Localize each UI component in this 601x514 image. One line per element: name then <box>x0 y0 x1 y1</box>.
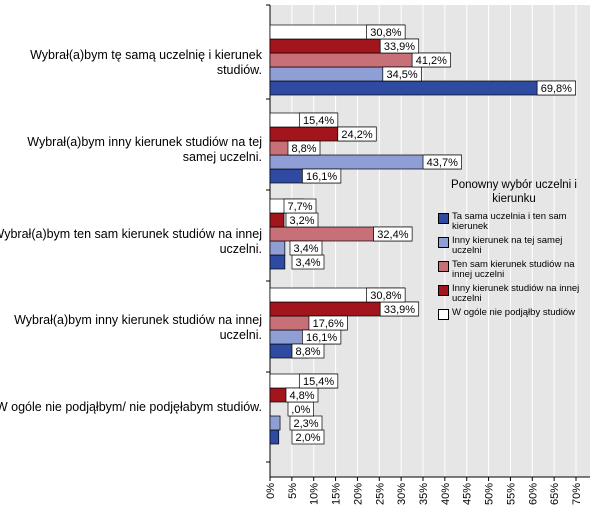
legend-label: Inny kierunek studiów na innej uczelni <box>452 283 580 304</box>
legend-item: Ten sam kierunek studiów na innej uczeln… <box>438 260 590 280</box>
legend-label: Ten sam kierunek studiów na innej uczeln… <box>452 259 575 280</box>
data-label: 30,8% <box>370 27 401 39</box>
data-label-box <box>366 287 406 303</box>
category-label: W ogóle nie podjąłbym/ nie podjęłabym st… <box>0 400 262 414</box>
data-label: 16,1% <box>306 171 337 183</box>
x-tick-label: 0% <box>265 483 277 499</box>
data-label: 17,6% <box>313 318 344 330</box>
data-label: 33,9% <box>384 41 415 53</box>
category-label: Wybrał(a)bym inny kierunek studiów na te… <box>27 135 262 164</box>
bar <box>269 240 286 256</box>
bar <box>269 254 286 270</box>
x-tick-label: 15% <box>331 483 343 505</box>
x-tick-label: 10% <box>309 483 321 505</box>
data-label: 3,2% <box>289 215 314 227</box>
legend-item: W ogóle nie podjąłby studiów <box>438 308 590 320</box>
data-label-box <box>298 112 339 128</box>
legend-label: W ogóle nie podjąłby studiów <box>452 307 576 318</box>
data-label: 15,4% <box>303 115 334 127</box>
data-label: 32,4% <box>377 229 408 241</box>
x-tick-label: 5% <box>287 483 299 499</box>
data-label-box <box>382 66 422 82</box>
data-label: 33,9% <box>384 304 415 316</box>
data-label: 30,8% <box>370 290 401 302</box>
data-label-box <box>298 373 339 389</box>
data-label: 69,8% <box>541 83 572 95</box>
category-label: Wybrał(a)bym ten sam kierunek studiów na… <box>0 227 262 256</box>
data-label: 16,1% <box>306 332 337 344</box>
x-tick-label: 30% <box>396 483 408 505</box>
x-tick-label: 20% <box>352 483 364 505</box>
category-label: Wybrał(a)bym inny kierunek studiów na in… <box>14 313 262 342</box>
data-label-box <box>283 198 317 214</box>
data-label-box <box>422 154 462 170</box>
data-label-box <box>373 226 413 242</box>
data-label-box <box>289 240 323 256</box>
data-label: 8,8% <box>291 143 316 155</box>
data-label: 2,3% <box>293 418 318 430</box>
bar <box>269 429 280 445</box>
data-label-box <box>302 168 342 184</box>
legend-swatch <box>438 309 449 320</box>
x-tick-label: 45% <box>462 483 474 505</box>
bar <box>269 80 576 96</box>
data-label-box <box>308 315 348 331</box>
data-label: ,0% <box>291 404 310 416</box>
x-tick-label: 35% <box>418 483 430 505</box>
data-label: 41,2% <box>416 55 447 67</box>
data-label-box <box>337 126 377 142</box>
x-tick-label: 25% <box>374 483 386 505</box>
x-tick-label: 40% <box>440 483 452 505</box>
data-label: 8,8% <box>295 346 320 358</box>
data-label: 24,2% <box>341 129 372 141</box>
data-label-box <box>366 24 406 40</box>
legend-title: Ponowny wybór uczelni i kierunku <box>451 179 577 205</box>
bar <box>269 212 285 228</box>
x-tick-label: 50% <box>484 483 496 505</box>
legend-swatch <box>438 261 449 272</box>
bar <box>269 415 281 431</box>
data-label: 7,7% <box>287 201 312 213</box>
legend-label: Ta sama uczelnia i ten sam kierunek <box>452 211 567 232</box>
legend-item: Inny kierunek na tej samej uczelni <box>438 236 590 256</box>
legend-swatch <box>438 213 449 224</box>
x-tick-label: 65% <box>549 483 561 505</box>
legend-label: Inny kierunek na tej samej uczelni <box>452 235 563 256</box>
legend: Ponowny wybór uczelni i kierunku Ta sama… <box>438 178 590 324</box>
legend-swatch <box>438 285 449 296</box>
data-label: 15,4% <box>303 376 334 388</box>
legend-item: Ta sama uczelnia i ten sam kierunek <box>438 212 590 232</box>
x-tick-label: 60% <box>527 483 539 505</box>
x-tick-label: 55% <box>505 483 517 505</box>
data-label-box <box>411 52 451 68</box>
data-label-box <box>536 80 576 96</box>
legend-swatch <box>438 237 449 248</box>
legend-item: Inny kierunek studiów na innej uczelni <box>438 284 590 304</box>
data-label: 3,4% <box>295 257 320 269</box>
x-tick-label: 70% <box>571 483 583 505</box>
data-label-box <box>287 140 321 156</box>
data-label: 3,4% <box>293 243 318 255</box>
data-label: 34,5% <box>386 69 417 81</box>
category-label: Wybrał(a)bym tę samą uczelnię i kierunek… <box>30 48 262 77</box>
data-label: 43,7% <box>427 157 458 169</box>
data-label: 2,0% <box>295 432 320 444</box>
data-label: 4,8% <box>289 390 314 402</box>
